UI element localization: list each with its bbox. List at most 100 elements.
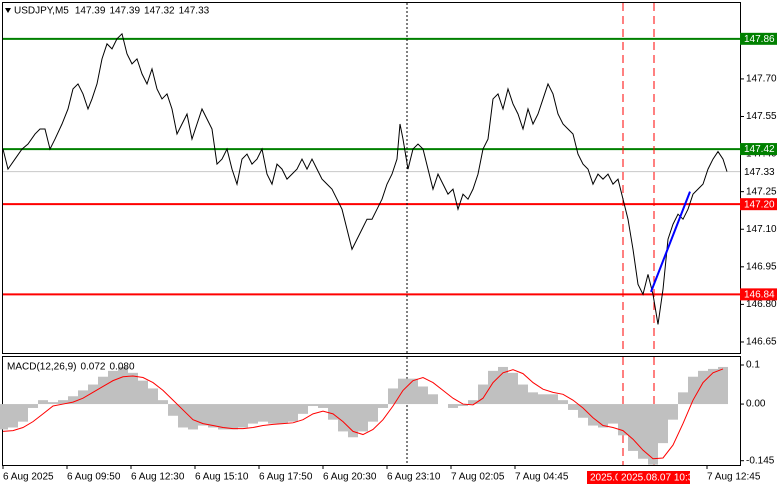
y-tick-label: 147.55 <box>746 111 777 122</box>
ohlc-value: 147.33 <box>179 6 210 17</box>
macd-bar <box>28 404 38 408</box>
trend-line <box>650 191 691 293</box>
macd-bar <box>368 404 378 422</box>
price-panel-frame <box>2 2 741 354</box>
macd-bar <box>318 404 328 408</box>
level-label: 147.42 <box>744 144 775 155</box>
macd-bar <box>388 388 398 405</box>
macd-bar <box>88 384 98 405</box>
macd-readout: 0.072 <box>80 362 105 373</box>
macd-bar <box>48 402 58 405</box>
macd-bar <box>298 404 308 414</box>
macd-bar <box>348 404 358 438</box>
macd-bar <box>98 376 108 405</box>
menu-triangle[interactable] <box>5 8 11 13</box>
current-price-label: 147.33 <box>744 167 775 178</box>
y-tick-label: 146.80 <box>746 299 777 310</box>
level-label: 147.86 <box>744 34 775 45</box>
macd-bar <box>0 404 8 430</box>
signal-line <box>2 368 724 460</box>
x-tick-label: 7 Aug 12:45 <box>707 472 761 483</box>
macd-bar <box>708 368 718 405</box>
macd-bar <box>8 404 18 428</box>
macd-bar <box>168 404 178 416</box>
macd-title: MACD(12,26,9) <box>7 362 76 373</box>
macd-bar <box>268 404 278 424</box>
level-label: 147.20 <box>744 199 775 210</box>
y-tick-label: -0.145 <box>746 455 775 466</box>
ohlc-value: 147.39 <box>109 6 140 17</box>
macd-bar <box>338 404 348 432</box>
level-box <box>740 198 777 211</box>
macd-bar <box>568 404 578 410</box>
macd-bar <box>18 404 28 422</box>
macd-bar <box>478 384 488 405</box>
x-tick-label: 6 Aug 09:50 <box>67 472 121 483</box>
macd-bar <box>308 404 318 407</box>
macd-bar <box>408 378 418 405</box>
macd-bar <box>288 404 298 422</box>
level-box <box>740 288 777 301</box>
macd-bar <box>78 390 88 405</box>
macd-bar <box>238 404 248 428</box>
level-box <box>740 143 777 156</box>
x-tick-label: 7 Aug 04:45 <box>515 472 569 483</box>
macd-bar <box>688 376 698 405</box>
macd-bar <box>598 404 608 428</box>
price-line <box>2 32 728 325</box>
macd-bar <box>448 404 458 408</box>
macd-bar <box>428 394 438 405</box>
macd-bar <box>358 404 368 432</box>
y-tick-label: 146.65 <box>746 337 777 348</box>
macd-bar <box>328 404 338 420</box>
macd-bar <box>458 404 468 407</box>
macd-bar <box>258 404 268 422</box>
x-tick-label: 6 Aug 20:30 <box>323 472 377 483</box>
x-tick-label: 6 Aug 23:10 <box>387 472 441 483</box>
macd-bar <box>68 396 78 405</box>
macd-bar <box>58 400 68 405</box>
level-box <box>740 32 777 45</box>
macd-bar <box>108 370 118 405</box>
time-box <box>618 471 690 484</box>
y-tick-label: 147.70 <box>746 74 777 85</box>
macd-bar <box>128 372 138 405</box>
macd-bar <box>278 404 288 424</box>
macd-bar <box>548 394 558 405</box>
macd-bar <box>178 404 188 428</box>
macd-bar <box>218 404 228 430</box>
macd-bar <box>498 366 508 405</box>
macd-bar <box>188 404 198 430</box>
macd-bar <box>38 400 48 405</box>
macd-bar <box>648 404 658 465</box>
macd-bar <box>208 404 218 428</box>
y-tick-label: 147.10 <box>746 224 777 235</box>
y-tick-label: 146.95 <box>746 261 777 272</box>
macd-bar <box>198 404 208 426</box>
macd-bar <box>628 404 638 451</box>
macd-bar <box>678 392 688 405</box>
macd-readout: 0.080 <box>110 362 135 373</box>
macd-bar <box>518 384 528 405</box>
x-tick-label: 7 Aug 02:05 <box>451 472 505 483</box>
macd-bar <box>418 386 428 405</box>
macd-bar <box>578 404 588 418</box>
y-tick-label: 0.00 <box>746 399 766 410</box>
macd-bar <box>468 400 478 405</box>
x-tick-label: 6 Aug 2025 <box>3 472 54 483</box>
macd-bar <box>148 388 158 405</box>
macd-bar <box>228 404 238 430</box>
macd-bar <box>138 380 148 405</box>
x-tick-label: 6 Aug 15:10 <box>195 472 249 483</box>
macd-bar <box>588 404 598 426</box>
macd-bar <box>668 404 678 420</box>
macd-bar <box>618 404 628 436</box>
macd-bar <box>718 366 728 405</box>
macd-bar <box>378 404 388 408</box>
y-tick-label: 0.1 <box>746 360 760 371</box>
macd-bar <box>538 394 548 405</box>
macd-bar <box>528 392 538 405</box>
y-tick-label: 147.25 <box>746 186 777 197</box>
macd-bar <box>398 378 408 405</box>
